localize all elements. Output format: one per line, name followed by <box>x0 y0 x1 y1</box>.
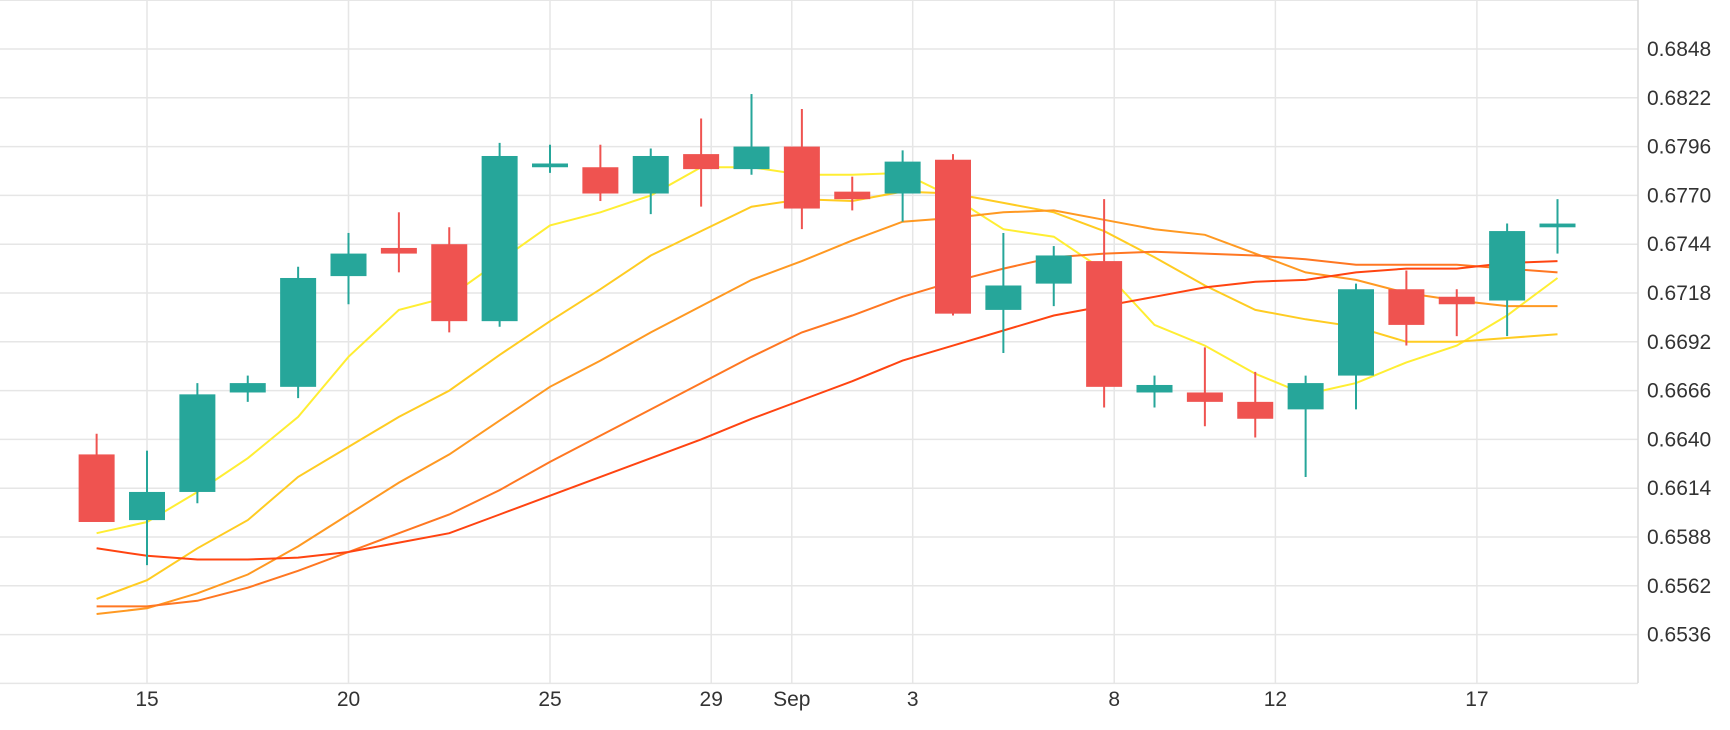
candle-body <box>733 146 770 170</box>
candle-body <box>380 247 417 254</box>
x-tick-label: 15 <box>135 688 158 711</box>
candle-body <box>683 154 720 170</box>
candle-body <box>179 394 216 492</box>
candle-body <box>783 146 820 209</box>
moving-average-line-3 <box>96 209 1558 615</box>
candle <box>1086 199 1123 408</box>
grid-lines <box>0 0 1638 685</box>
candle-body <box>1086 261 1123 387</box>
candle <box>935 154 971 316</box>
candle-body <box>582 167 619 194</box>
moving-average-line-2 <box>96 190 1558 600</box>
moving-average-line-4 <box>96 250 1558 608</box>
y-tick-label: 0.6822 <box>1647 87 1711 110</box>
candles <box>78 94 1576 566</box>
y-tick-label: 0.6536 <box>1647 624 1711 647</box>
x-tick-label: 25 <box>538 688 561 711</box>
y-tick-label: 0.6640 <box>1647 428 1711 451</box>
candle <box>1338 283 1374 410</box>
y-tick-label: 0.6666 <box>1647 380 1711 403</box>
candle-body <box>1287 383 1324 410</box>
candle-body <box>1338 289 1374 376</box>
candle <box>582 144 619 202</box>
candle <box>834 176 871 211</box>
candle-body <box>632 155 669 194</box>
candle <box>179 383 216 504</box>
candle <box>532 144 568 173</box>
x-axis-tick-labels: 15 20 25 29 Sep 3 8 12 17 <box>135 688 1488 711</box>
moving-average-line-5 <box>96 260 1558 561</box>
y-tick-label: 0.6692 <box>1647 331 1711 354</box>
candle <box>78 433 115 522</box>
candle-body <box>129 491 165 521</box>
candle-body <box>834 191 871 200</box>
candle <box>1035 246 1072 307</box>
candle <box>229 375 266 402</box>
candle-body <box>1035 255 1072 284</box>
x-tick-label: 8 <box>1108 688 1120 711</box>
candle-body <box>935 159 971 314</box>
candle <box>1388 270 1425 346</box>
x-tick-label: Sep <box>773 688 810 711</box>
y-tick-label: 0.6588 <box>1647 526 1711 549</box>
candle <box>1438 289 1475 337</box>
candle <box>431 227 468 333</box>
candle <box>632 148 669 215</box>
candle-body <box>1186 392 1223 402</box>
y-axis-tick-labels: 0.6536 0.6562 0.6588 0.6614 0.6640 0.6666 0.66… <box>1647 38 1712 647</box>
x-tick-label: 29 <box>700 688 723 711</box>
candle-body <box>985 285 1022 310</box>
candle-body <box>431 244 468 322</box>
candle-body <box>884 161 921 194</box>
y-tick-label: 0.6848 <box>1647 38 1711 61</box>
candle <box>1136 375 1173 408</box>
candle <box>1186 347 1223 427</box>
candle-body <box>1388 289 1425 325</box>
candle-body <box>78 454 115 522</box>
y-tick-label: 0.6770 <box>1647 184 1711 207</box>
candle-body <box>1539 223 1576 228</box>
candle-body <box>330 253 367 277</box>
candle <box>1237 371 1274 438</box>
x-tick-label: 12 <box>1264 688 1287 711</box>
candle-body <box>481 155 518 322</box>
x-tick-label: 20 <box>337 688 360 711</box>
candle <box>733 94 770 175</box>
x-tick-label: 3 <box>907 688 919 711</box>
candle <box>783 109 820 230</box>
y-tick-label: 0.6718 <box>1647 282 1711 305</box>
candle-body <box>1489 231 1526 301</box>
candle <box>481 142 518 327</box>
candle <box>1287 375 1324 477</box>
y-tick-label: 0.6562 <box>1647 575 1711 598</box>
candle-body <box>280 277 317 387</box>
candle-body <box>1237 401 1274 419</box>
x-tick-label: 17 <box>1465 688 1488 711</box>
candle <box>1489 223 1526 337</box>
y-tick-label: 0.6796 <box>1647 136 1711 159</box>
candle <box>380 212 417 273</box>
candle <box>884 150 921 222</box>
candle <box>129 450 165 566</box>
candle <box>1539 199 1576 254</box>
candle <box>280 266 317 399</box>
candle-body <box>1438 296 1475 305</box>
candle-body <box>532 163 568 168</box>
y-tick-label: 0.6614 <box>1647 477 1712 500</box>
candle-body <box>229 383 266 393</box>
candle <box>330 232 367 305</box>
y-tick-label: 0.6744 <box>1647 233 1712 256</box>
candle <box>683 118 720 207</box>
candle <box>985 232 1022 354</box>
candle-body <box>1136 384 1173 393</box>
